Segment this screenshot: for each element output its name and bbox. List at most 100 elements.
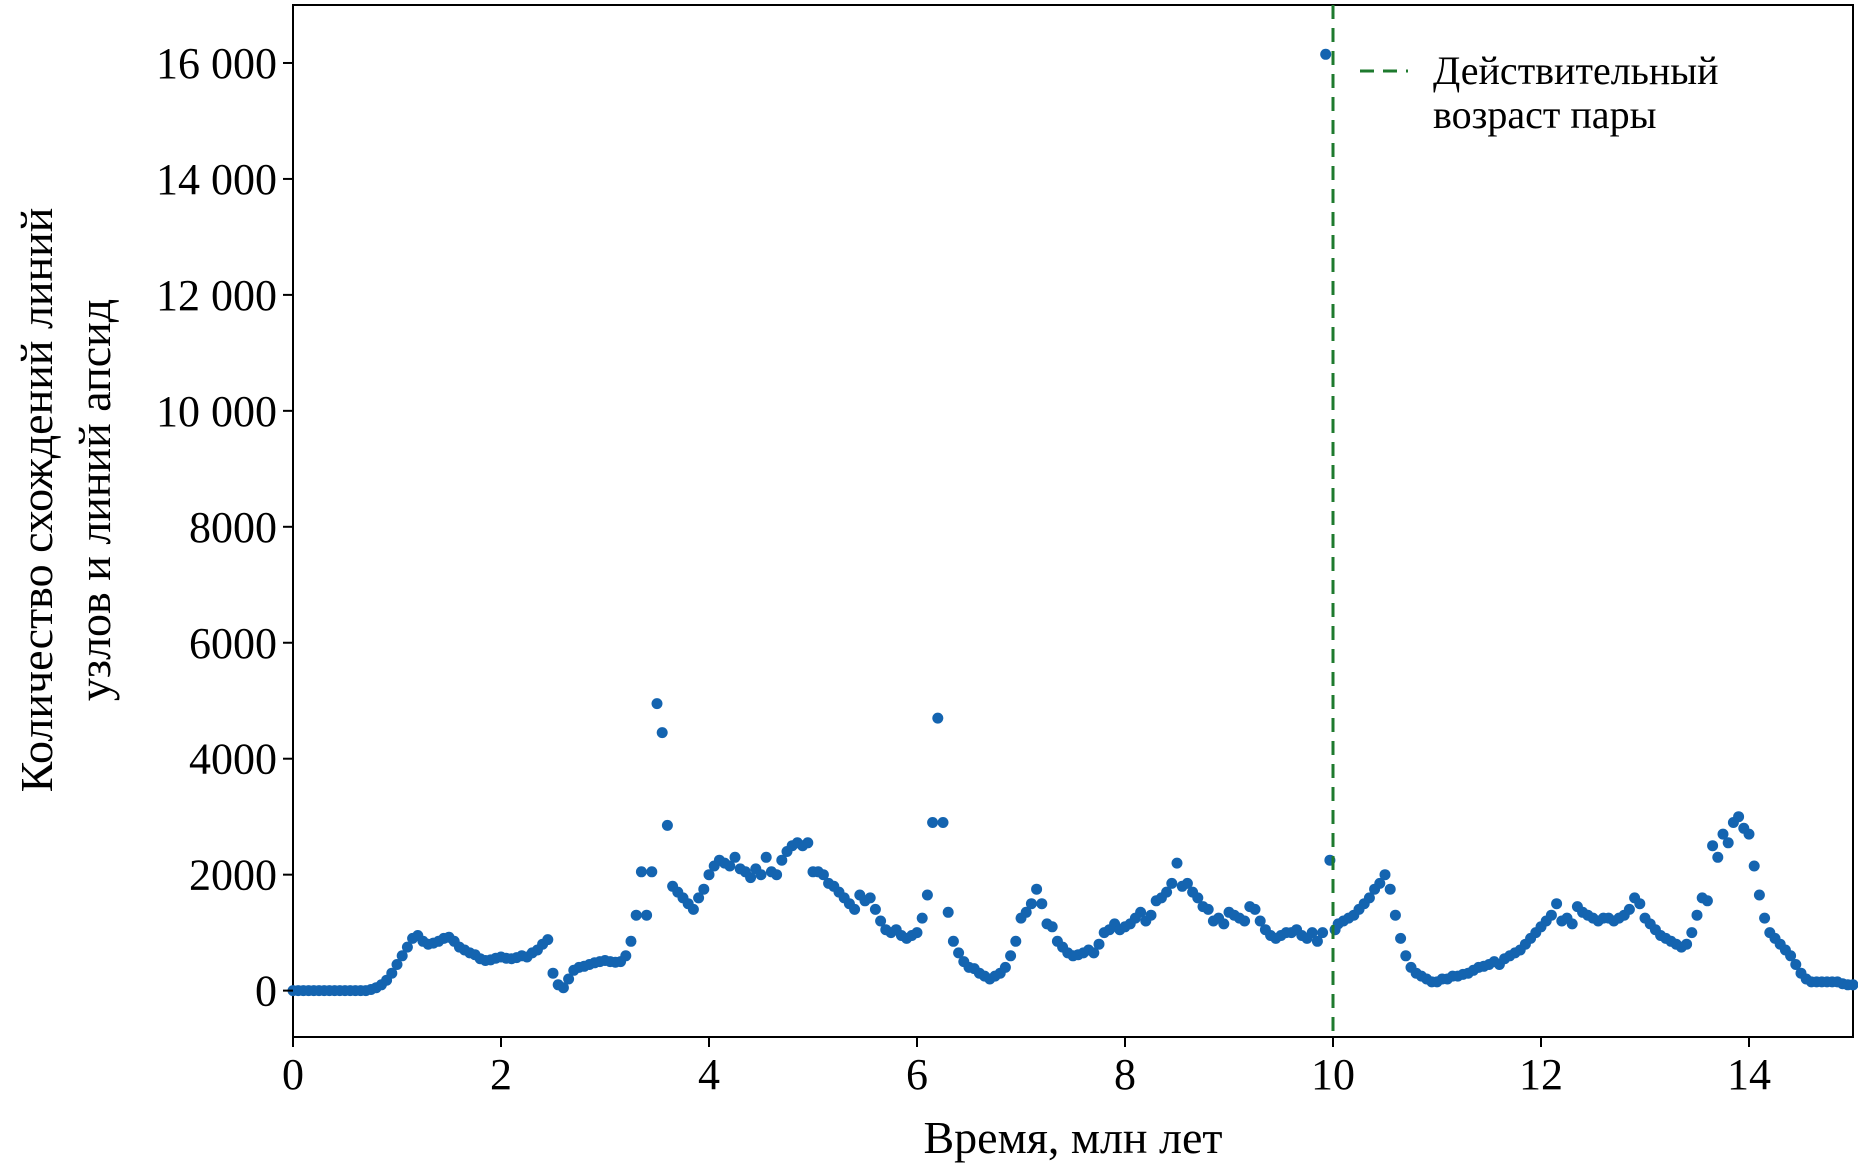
data-point <box>1088 947 1100 959</box>
y-tick-label: 2000 <box>189 851 277 900</box>
data-point <box>1785 950 1797 962</box>
data-point <box>1379 869 1391 881</box>
data-point <box>1192 892 1204 904</box>
data-point <box>1239 915 1251 927</box>
data-point <box>953 947 965 959</box>
data-point <box>563 973 575 985</box>
data-point <box>1010 935 1022 947</box>
data-point <box>1363 892 1375 904</box>
data-point <box>656 727 668 739</box>
data-point <box>1753 889 1765 901</box>
x-tick-label: 2 <box>490 1050 512 1099</box>
data-point <box>1181 877 1193 889</box>
data-point <box>1311 935 1323 947</box>
data-point <box>1759 912 1771 924</box>
y-tick-label: 16 000 <box>156 39 277 88</box>
data-point <box>1748 860 1760 872</box>
data-point <box>1733 811 1745 823</box>
data-point <box>1254 915 1266 927</box>
data-point <box>932 712 944 724</box>
data-point <box>1161 886 1173 898</box>
data-point <box>1691 909 1703 921</box>
data-point <box>1712 851 1724 863</box>
data-point <box>641 909 653 921</box>
data-point <box>1743 828 1755 840</box>
data-point <box>401 941 413 953</box>
data-point <box>1202 903 1214 915</box>
data-point <box>1722 837 1734 849</box>
data-point <box>646 866 658 878</box>
data-point <box>698 883 710 895</box>
data-point <box>1566 918 1578 930</box>
data-point <box>1634 898 1646 910</box>
x-tick-label: 4 <box>698 1050 720 1099</box>
data-point <box>687 903 699 915</box>
data-point <box>1020 906 1032 918</box>
y-axis-title-line1: Количество схождений линий <box>11 208 62 793</box>
plot-frame <box>292 4 1854 1038</box>
data-point <box>864 892 876 904</box>
data-point <box>916 912 928 924</box>
data-point <box>729 851 741 863</box>
legend-label-line2: возраст пары <box>1433 92 1656 137</box>
y-tick-label: 12 000 <box>156 271 277 320</box>
data-point <box>1389 909 1401 921</box>
data-point <box>1093 938 1105 950</box>
data-point <box>620 950 632 962</box>
data-point <box>724 860 736 872</box>
data-point <box>1623 903 1635 915</box>
data-points <box>287 48 1858 997</box>
data-point <box>760 851 772 863</box>
data-point <box>1317 927 1329 939</box>
data-point <box>875 915 887 927</box>
data-point <box>921 889 933 901</box>
legend: Действительный возраст пары <box>1360 48 1719 137</box>
data-point <box>1031 883 1043 895</box>
x-tick-label: 10 <box>1311 1050 1355 1099</box>
y-axis-title-line2: узлов и линий апсид <box>69 299 120 701</box>
data-point <box>1005 950 1017 962</box>
data-point <box>1847 979 1858 991</box>
data-point <box>703 869 715 881</box>
data-point <box>1166 877 1178 889</box>
data-point <box>1707 840 1719 852</box>
data-point <box>999 961 1011 973</box>
data-point <box>547 967 559 979</box>
data-point <box>1046 921 1058 933</box>
y-tick-label: 6000 <box>189 619 277 668</box>
data-point <box>651 698 663 710</box>
data-point <box>937 817 949 828</box>
data-point <box>386 967 398 979</box>
legend-label-line1: Действительный <box>1433 48 1719 93</box>
data-point <box>1025 898 1037 910</box>
data-point <box>1681 938 1693 950</box>
data-point <box>1686 927 1698 939</box>
data-point <box>1551 898 1563 910</box>
x-tick-label: 12 <box>1519 1050 1563 1099</box>
y-tick-label: 10 000 <box>156 387 277 436</box>
data-point <box>755 869 767 881</box>
y-tick-label: 14 000 <box>156 155 277 204</box>
x-tick-label: 8 <box>1114 1050 1136 1099</box>
data-point <box>849 903 861 915</box>
y-tick-label: 0 <box>255 967 277 1016</box>
data-point <box>927 817 939 828</box>
data-point <box>1384 883 1396 895</box>
data-point <box>771 869 783 881</box>
data-point <box>391 959 403 970</box>
data-point <box>1036 898 1048 910</box>
data-point <box>947 935 959 947</box>
data-point <box>1790 959 1802 970</box>
data-point <box>693 892 705 904</box>
data-point <box>942 906 954 918</box>
data-point <box>776 854 788 866</box>
x-tick-label: 6 <box>906 1050 928 1099</box>
y-tick-label: 4000 <box>189 735 277 784</box>
data-point <box>1306 927 1318 939</box>
data-point <box>1135 906 1147 918</box>
data-point <box>625 935 637 947</box>
y-axis-title: Количество схождений линий узлов и линий… <box>11 208 120 793</box>
data-point <box>802 837 814 849</box>
data-point <box>1171 857 1183 869</box>
